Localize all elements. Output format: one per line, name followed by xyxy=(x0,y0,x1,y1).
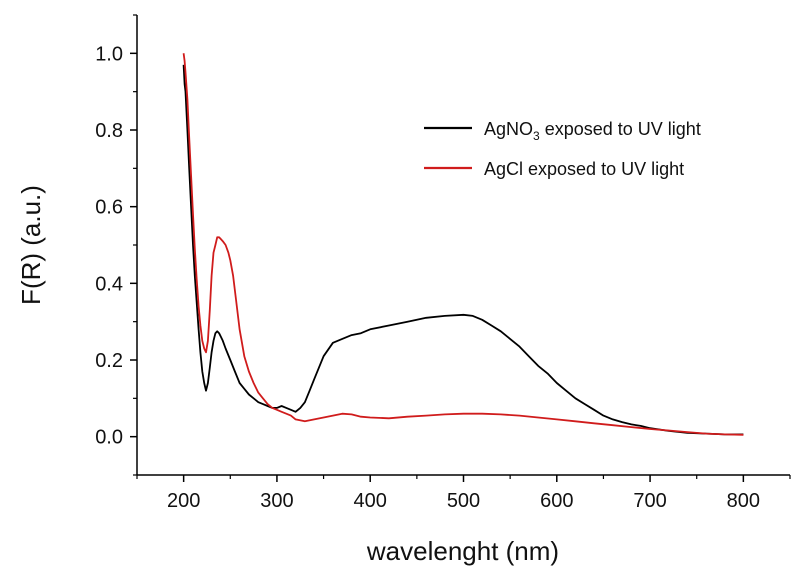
legend-label-text: AgNO xyxy=(484,119,533,139)
x-tick-label: 800 xyxy=(727,490,760,512)
y-tick-label: 0.0 xyxy=(95,427,123,449)
y-axis-title: F(R) (a.u.) xyxy=(16,185,46,305)
y-tick-label: 0.4 xyxy=(95,273,123,295)
y-tick-label: 0.6 xyxy=(95,197,123,219)
legend-label-rest: exposed to UV light xyxy=(540,119,701,139)
axes: 200 300 400 500 600 700 800 0.0 0.2 0.4 0.6 0.8 1.0 xyxy=(95,14,791,512)
series-line-1 xyxy=(182,64,744,436)
legend-label-subscript: 3 xyxy=(533,129,540,143)
plot-area xyxy=(182,53,744,436)
x-tick-label: 200 xyxy=(167,490,200,512)
x-tick-label: 700 xyxy=(633,490,666,512)
legend: AgNO3 exposed to UV light AgCl exposed to… xyxy=(424,119,701,179)
x-tick-label: 600 xyxy=(540,490,573,512)
legend-label-1: AgNO3 exposed to UV light xyxy=(484,119,701,143)
legend-label-text: AgCl exposed to UV light xyxy=(484,159,684,179)
y-tick-label: 0.2 xyxy=(95,350,123,372)
x-tick-label: 300 xyxy=(260,490,293,512)
legend-label-2: AgCl exposed to UV light xyxy=(484,159,684,179)
x-tick-label: 400 xyxy=(354,490,387,512)
series-line-2 xyxy=(182,53,744,436)
y-tick-label: 1.0 xyxy=(95,43,123,65)
x-axis-title: wavelenght (nm) xyxy=(366,536,559,566)
y-tick-label: 0.8 xyxy=(95,120,123,142)
x-tick-label: 500 xyxy=(447,490,480,512)
